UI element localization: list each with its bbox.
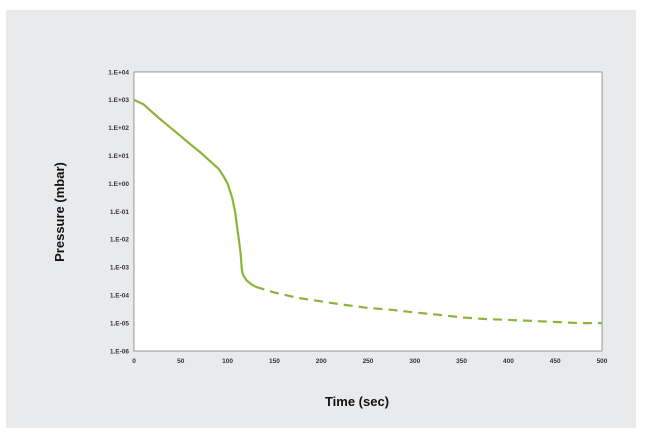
y-tick-label: 1.E-06: [110, 348, 130, 355]
y-tick-label: 1.E+01: [108, 153, 129, 160]
series-line-solid: [133, 98, 257, 288]
y-tick-label: 1.E+03: [108, 97, 129, 104]
y-tick-label: 1.E+02: [108, 125, 129, 132]
plot-frame: [133, 71, 603, 352]
x-tick-label: 200: [316, 358, 327, 365]
y-tick-labels: 1.E+04 1.E+03 1.E+02 1.E+01 1.E+00 1.E-01 1.E-…: [108, 69, 129, 355]
x-tick-label: 350: [456, 358, 467, 365]
series-layer: [133, 98, 602, 325]
y-tick-label: 1.E-03: [110, 265, 130, 272]
x-tick-label: 100: [222, 358, 233, 365]
x-tick-label: 50: [177, 358, 185, 365]
x-tick-labels: 0 50 100 150 200 250 300 350 400 450 500: [132, 358, 608, 365]
x-tick-label: 150: [269, 358, 280, 365]
x-tick-label: 0: [132, 358, 136, 365]
y-tick-label: 1.E-01: [110, 209, 130, 216]
y-tick-label: 1.E-05: [110, 320, 130, 327]
y-tick-label: 1.E+04: [108, 69, 129, 76]
x-axis-title: Time (sec): [325, 394, 389, 409]
y-tick-label: 1.E-04: [110, 293, 130, 300]
y-tick-label: 1.E+00: [108, 181, 129, 188]
plot-area: [134, 72, 602, 351]
plot-border: [133, 71, 603, 352]
y-tick-label: 1.E-02: [110, 237, 130, 244]
series-line-dashed: [255, 285, 602, 325]
x-tick-label: 300: [409, 358, 420, 365]
x-tick-label: 250: [363, 358, 374, 365]
y-axis-title: Pressure (mbar): [52, 162, 67, 262]
x-tick-label: 500: [597, 358, 608, 365]
x-tick-label: 400: [503, 358, 514, 365]
x-tick-label: 450: [550, 358, 561, 365]
